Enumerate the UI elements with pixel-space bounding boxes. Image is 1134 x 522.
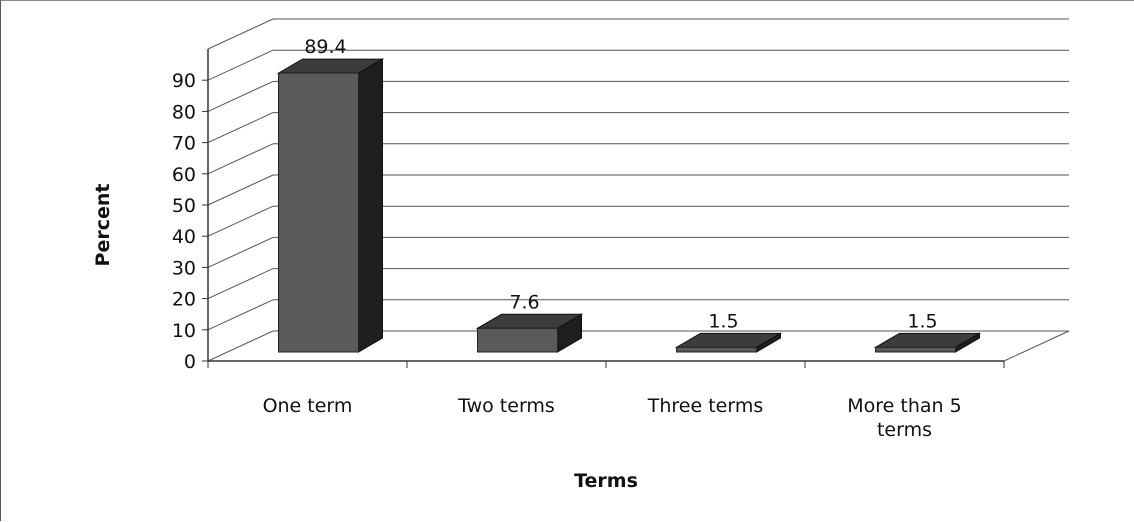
category-label: Three terms	[647, 395, 763, 417]
gridline-wall	[207, 330, 274, 362]
y-tick-label: 20	[172, 289, 196, 311]
y-tick-label: 10	[172, 320, 196, 342]
gridline-wall	[207, 174, 274, 206]
y-tick-label: 60	[172, 164, 196, 186]
gridline-wall	[207, 268, 274, 300]
gridline-wall	[207, 49, 274, 81]
bar	[676, 346, 757, 353]
y-tick-label: 40	[172, 226, 196, 248]
data-label: 7.6	[509, 291, 539, 313]
data-label: 89.4	[304, 36, 346, 58]
axes	[202, 49, 1005, 368]
gridlines	[207, 18, 1070, 362]
x-axis-title: Terms	[574, 470, 638, 492]
gridline-wall	[207, 112, 274, 144]
gridline-wall	[207, 143, 274, 175]
y-tick-label: 80	[172, 101, 196, 123]
gridline-wall	[207, 80, 274, 112]
y-tick-label: 50	[172, 195, 196, 217]
bar	[278, 72, 359, 353]
bars	[276, 58, 982, 353]
bar-side	[358, 58, 383, 353]
labels: 0 10 20 30 40 50 60 70 80 90 89.4 7.6 1.5 1.5 One term…	[172, 36, 962, 441]
category-label: One term	[263, 395, 353, 417]
floor-right-edge	[1003, 330, 1070, 362]
category-label: Two terms	[457, 395, 555, 417]
gridline-wall	[207, 236, 274, 268]
bar	[875, 346, 956, 353]
y-tick-label: 0	[184, 351, 196, 373]
data-label: 1.5	[907, 310, 937, 332]
y-tick-label: 30	[172, 257, 196, 279]
gridline-wall	[207, 205, 274, 237]
gridline-wall	[207, 18, 274, 50]
gridline-wall	[207, 299, 274, 331]
y-tick-label: 70	[172, 133, 196, 155]
bar	[477, 327, 558, 353]
category-label: More than 5 terms	[847, 395, 961, 441]
data-label: 1.5	[708, 310, 738, 332]
y-axis-title: Percent	[92, 184, 114, 267]
y-tick-label: 90	[172, 70, 196, 92]
